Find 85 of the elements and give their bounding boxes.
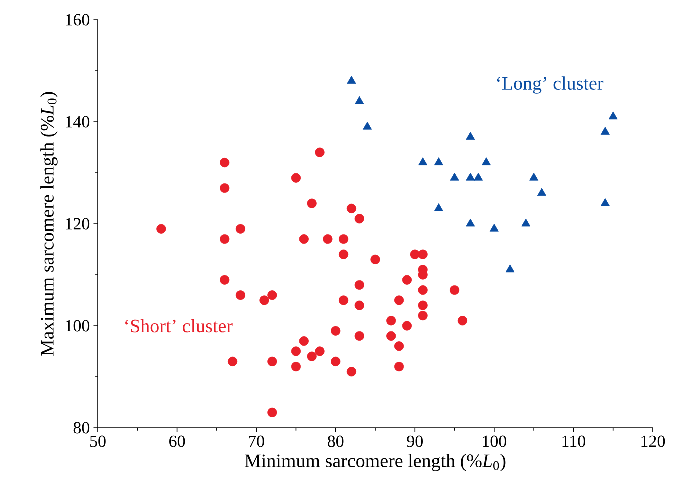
- series-label: ‘Long’ cluster: [497, 76, 604, 94]
- point: [347, 76, 356, 84]
- point: [418, 158, 428, 166]
- point: [600, 126, 610, 135]
- x-tick-label: 80: [328, 436, 344, 448]
- point: [522, 218, 531, 227]
- x-axis-title: Minimum sarcomere length (%L$_{0}$): [245, 454, 506, 472]
- x-tick-label: 120: [642, 436, 666, 448]
- point: [236, 224, 246, 234]
- point: [331, 356, 341, 366]
- point: [370, 254, 380, 264]
- point: [418, 300, 428, 310]
- point: [355, 96, 364, 104]
- x-tick-label: 50: [90, 436, 106, 448]
- point: [331, 326, 341, 336]
- point: [307, 352, 317, 362]
- point: [228, 356, 238, 366]
- point: [418, 250, 428, 260]
- point: [338, 250, 349, 260]
- point: [450, 285, 460, 296]
- point: [394, 296, 404, 306]
- point: [220, 234, 230, 244]
- point: [291, 362, 302, 372]
- point: [466, 132, 476, 140]
- point: [363, 122, 372, 130]
- point: [268, 290, 278, 300]
- point: [291, 173, 302, 183]
- point: [236, 290, 246, 300]
- point: [458, 316, 468, 326]
- point: [268, 356, 278, 366]
- point: [394, 342, 404, 352]
- point: [474, 172, 484, 181]
- point: [402, 275, 412, 285]
- point: [506, 264, 515, 273]
- point: [220, 275, 230, 285]
- y-tick-label: 120: [66, 218, 90, 230]
- point: [418, 285, 428, 296]
- point: [386, 331, 396, 341]
- point: [299, 336, 309, 346]
- point: [600, 198, 610, 206]
- point: [338, 234, 349, 244]
- point: [220, 158, 230, 168]
- point: [299, 234, 309, 244]
- point: [260, 296, 270, 306]
- point: [315, 346, 325, 356]
- point: [410, 250, 420, 260]
- x-tick-label: 100: [483, 436, 507, 448]
- point: [530, 172, 539, 181]
- point: [268, 408, 278, 418]
- point: [354, 214, 364, 224]
- point: [354, 280, 364, 290]
- point: [394, 362, 404, 372]
- x-tick-label: 110: [562, 436, 586, 448]
- point: [418, 310, 428, 321]
- point: [323, 234, 333, 244]
- point: [434, 158, 444, 166]
- point: [386, 316, 396, 326]
- point: [434, 203, 444, 212]
- point: [346, 204, 357, 214]
- point: [466, 172, 476, 181]
- point: [608, 112, 618, 120]
- x-tick-label: 70: [249, 436, 264, 448]
- y-tick-label: 100: [66, 320, 90, 332]
- point: [156, 224, 166, 234]
- y-tick-label: 140: [66, 116, 90, 128]
- x-tick-label: 60: [170, 436, 186, 448]
- point: [338, 296, 349, 306]
- point: [466, 218, 476, 227]
- point: [450, 172, 460, 181]
- point: [291, 346, 302, 356]
- y-axis-title: Maximum sarcomere length (%L$_{0}$): [40, 92, 58, 356]
- point: [307, 198, 317, 208]
- point: [220, 183, 230, 194]
- point: [354, 331, 364, 341]
- point: [402, 321, 412, 331]
- y-tick-label: 80: [74, 422, 90, 434]
- point: [354, 300, 364, 310]
- x-tick-label: 90: [407, 436, 423, 448]
- point: [537, 188, 547, 196]
- y-tick-label: 160: [66, 14, 90, 26]
- point: [490, 224, 499, 232]
- point: [482, 158, 492, 166]
- series-label: ‘Short’ cluster: [126, 319, 233, 333]
- point: [315, 148, 325, 158]
- point: [346, 367, 357, 377]
